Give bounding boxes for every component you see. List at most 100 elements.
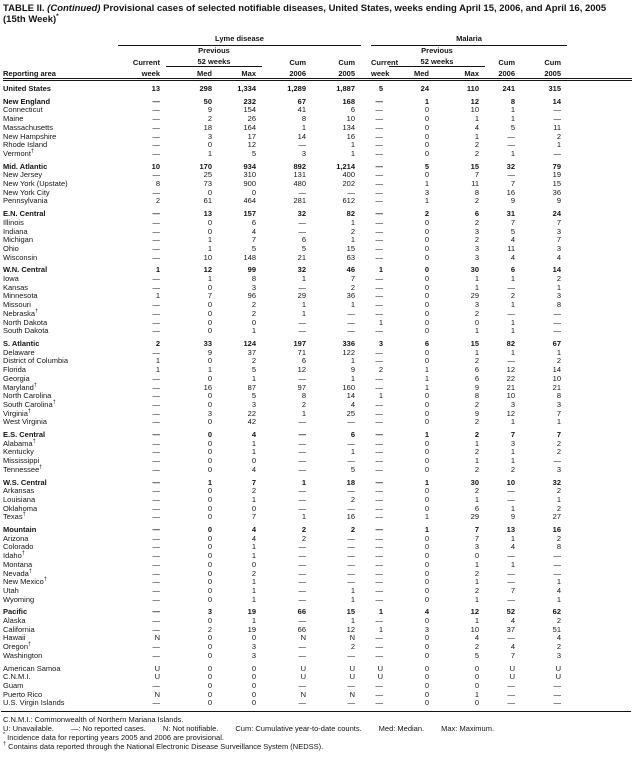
cell-malaria-cum-2005: 1 <box>556 282 562 292</box>
cell-lyme-med: 0 <box>207 356 212 366</box>
group-gutter <box>361 587 371 596</box>
cell-malaria-cum-2005: 2 <box>556 486 562 496</box>
cell-malaria-med: 0 <box>424 122 430 132</box>
reporting-area-cell: Washington <box>3 650 43 660</box>
cell-lyme-med: 10 <box>203 252 212 262</box>
cell-malaria-cum-2005: 4 <box>556 633 562 643</box>
lyme-current-header: Current <box>132 57 160 67</box>
cell-lyme-current-week: — <box>152 568 161 578</box>
cell-lyme-med: 0 <box>207 417 212 427</box>
cell-malaria-current-week: — <box>375 650 384 660</box>
cell-lyme-cum-2005: 4 <box>350 399 356 409</box>
group-gutter <box>361 340 371 349</box>
reporting-area-cell: Michigan <box>3 235 34 245</box>
cell-malaria-cum-2006: 5 <box>510 226 516 236</box>
cell-malaria-max: 0 <box>474 681 480 690</box>
table-row: Iowa — 1 8 1 7 — 0 1 1 2 <box>3 274 632 284</box>
cell-lyme-cum-2006: — <box>298 698 307 708</box>
star-marker: * <box>3 732 6 739</box>
cell-lyme-cum-2006: 1 <box>301 300 306 310</box>
cell-malaria-max: 1 <box>474 274 480 284</box>
cell-malaria-current-week: — <box>375 308 384 318</box>
cell-malaria-max: 9 <box>474 382 480 392</box>
cell-malaria-cum-2005: 67 <box>552 338 562 348</box>
cell-lyme-cum-2006: 66 <box>297 624 306 634</box>
cell-malaria-cum-2005: — <box>553 559 562 569</box>
cell-lyme-current-week: — <box>152 456 161 466</box>
cell-malaria-max: 3 <box>474 243 480 253</box>
group-gutter <box>361 561 371 570</box>
group-gutter <box>361 384 371 393</box>
cell-lyme-cum-2005: 6 <box>350 105 356 115</box>
reporting-area-cell: Utah <box>3 585 19 595</box>
group-gutter <box>361 634 371 643</box>
group-gutter <box>361 210 371 219</box>
cell-lyme-cum-2006: — <box>298 217 307 227</box>
reporting-area-cell: South Dakota <box>3 326 49 336</box>
cell-lyme-max: 12 <box>247 140 256 150</box>
cell-lyme-cum-2005: 16 <box>346 131 356 141</box>
group-gutter <box>361 115 371 124</box>
cell-lyme-cum-2005: 2 <box>350 494 356 504</box>
cell-malaria-med: 24 <box>420 84 430 93</box>
cell-malaria-cum-2006: 12 <box>506 408 516 418</box>
cell-malaria-cum-2006: 1 <box>510 274 516 284</box>
cell-malaria-current-week: 1 <box>378 265 384 275</box>
cell-malaria-med: 1 <box>424 512 430 522</box>
cell-malaria-current-week: — <box>375 291 384 301</box>
cell-lyme-cum-2005: — <box>347 308 356 318</box>
cell-malaria-cum-2005: 36 <box>552 187 562 197</box>
cell-lyme-med: 25 <box>203 170 212 180</box>
cell-malaria-max: 10 <box>470 624 480 634</box>
cell-malaria-current-week: — <box>375 438 384 448</box>
reporting-area-cell: West Virginia <box>3 417 47 427</box>
cell-malaria-current-week: — <box>375 477 384 487</box>
group-gutter <box>361 349 371 358</box>
cell-malaria-max: 15 <box>470 338 480 348</box>
cell-lyme-cum-2006: — <box>298 447 307 457</box>
cell-lyme-max: 1 <box>251 616 256 626</box>
cell-malaria-med: 0 <box>424 326 430 336</box>
cell-malaria-max: 3 <box>474 300 480 310</box>
cell-malaria-med: 0 <box>424 551 430 561</box>
cell-malaria-med: 4 <box>424 607 430 617</box>
cell-malaria-cum-2006: 37 <box>506 624 516 634</box>
cell-lyme-cum-2005: 1 <box>350 616 356 626</box>
cell-lyme-max: 5 <box>251 148 256 158</box>
cell-lyme-max: 2 <box>251 356 256 366</box>
cell-lyme-cum-2006: 131 <box>293 170 306 180</box>
table-body: United States 13 298 1,334 1,289 1,887 5 24 110 2… <box>3 80 632 709</box>
cell-lyme-current-week: — <box>152 326 161 336</box>
cell-lyme-cum-2005: — <box>347 698 356 708</box>
cell-lyme-max: 17 <box>247 131 256 141</box>
cell-malaria-max: 1 <box>474 616 480 626</box>
cell-lyme-cum-2005: — <box>347 438 356 448</box>
cell-lyme-max: 0 <box>251 663 256 673</box>
cell-malaria-med: 0 <box>424 577 430 587</box>
reporting-area-cell: Guam <box>3 681 24 690</box>
reporting-area-cell: E.N. Central <box>3 209 46 219</box>
cell-malaria-max: 2 <box>474 356 480 366</box>
cell-lyme-current-week: — <box>152 373 161 383</box>
cell-lyme-max: 19 <box>247 624 256 634</box>
cell-malaria-med: 0 <box>424 282 430 292</box>
cell-lyme-med: 0 <box>207 568 212 578</box>
cell-malaria-cum-2006: 52 <box>506 607 516 617</box>
cell-lyme-cum-2005: — <box>347 486 356 496</box>
group-gutter <box>361 431 371 440</box>
cell-malaria-current-week: 1 <box>378 391 384 401</box>
group-gutter <box>361 673 371 682</box>
cell-lyme-current-week: 1 <box>155 291 160 301</box>
cell-lyme-current-week: — <box>152 477 161 487</box>
cell-malaria-max: 6 <box>474 365 480 375</box>
group-gutter <box>361 228 371 237</box>
cell-lyme-max: 4 <box>251 430 256 440</box>
cell-lyme-current-week: — <box>152 607 161 617</box>
cell-lyme-max: 900 <box>243 179 256 189</box>
malaria-2006-subheader: 2006 <box>485 66 522 81</box>
cell-lyme-max: 87 <box>247 382 256 392</box>
cell-lyme-cum-2006: 67 <box>297 96 306 106</box>
table-row: New York (Upstate) 8 73 900 480 202—1 11 7 15 <box>3 179 632 189</box>
cell-lyme-med: 3 <box>207 607 212 617</box>
cell-malaria-current-week: U <box>377 663 384 673</box>
